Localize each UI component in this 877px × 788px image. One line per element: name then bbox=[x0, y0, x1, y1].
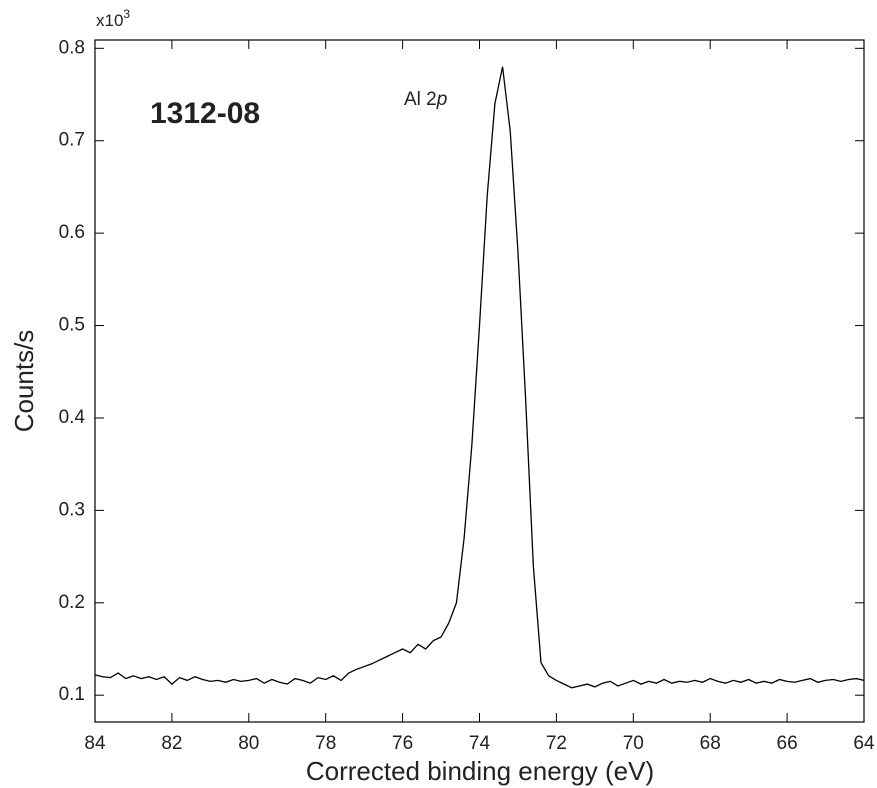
x-tick-label: 70 bbox=[623, 733, 644, 754]
y-tick-label: 0.5 bbox=[59, 315, 85, 336]
x-tick-label: 64 bbox=[853, 733, 875, 754]
multiplier-base: x10 bbox=[96, 11, 123, 30]
x-tick-label: 74 bbox=[469, 733, 491, 754]
y-tick-label: 0.3 bbox=[59, 499, 85, 520]
peak-label: Al 2p bbox=[404, 89, 447, 110]
spectrum-line bbox=[94, 66, 865, 689]
y-tick-label: 0.1 bbox=[59, 684, 85, 705]
y-tick-label: 0.8 bbox=[59, 37, 85, 58]
x-tick-label: 84 bbox=[84, 733, 106, 754]
y-axis-title: Counts/s bbox=[9, 330, 39, 433]
plot-frame bbox=[94, 39, 865, 723]
x-axis-title: Corrected binding energy (eV) bbox=[306, 756, 654, 786]
x-tick-label: 82 bbox=[161, 733, 182, 754]
y-multiplier: x103 bbox=[96, 7, 130, 30]
x-tick-label: 80 bbox=[238, 733, 259, 754]
y-tick-label: 0.4 bbox=[59, 407, 86, 428]
peak-label-text: Al 2 bbox=[404, 89, 437, 110]
x-tick-label: 68 bbox=[700, 733, 721, 754]
peak-label-italic: p bbox=[436, 89, 448, 110]
sample-label: 1312-08 bbox=[150, 97, 260, 130]
y-tick-label: 0.7 bbox=[59, 130, 85, 151]
x-tick-label: 78 bbox=[315, 733, 336, 754]
y-tick-label: 0.2 bbox=[59, 592, 85, 613]
x-tick-label: 66 bbox=[777, 733, 798, 754]
y-tick-label: 0.6 bbox=[59, 222, 85, 243]
multiplier-exponent: 3 bbox=[123, 7, 130, 21]
x-tick-label: 76 bbox=[392, 733, 413, 754]
x-tick-label: 72 bbox=[546, 733, 567, 754]
